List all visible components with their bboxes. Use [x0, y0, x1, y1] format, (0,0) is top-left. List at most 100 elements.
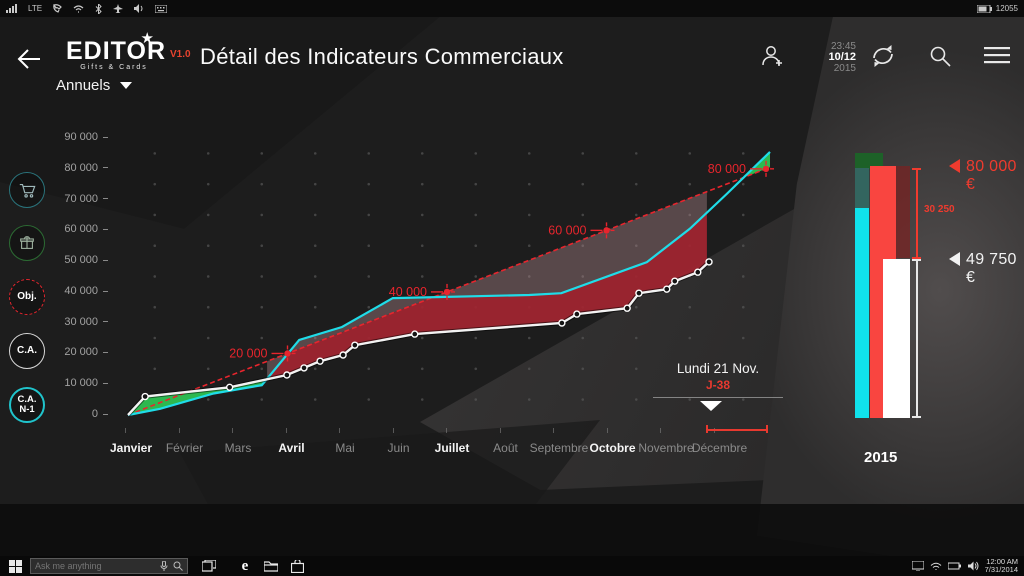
- task-view-button[interactable]: [196, 556, 222, 576]
- objective-marker-label: 60 000: [548, 223, 586, 237]
- objective-marker[interactable]: [443, 288, 451, 296]
- area-objective-gap: [267, 191, 707, 379]
- ca-point[interactable]: [573, 310, 581, 318]
- month-label-5[interactable]: Mai: [335, 441, 355, 455]
- grid-dot: [206, 275, 210, 278]
- sidebar-item-ca[interactable]: C.A.: [9, 333, 45, 369]
- grid-dot: [367, 275, 371, 278]
- ca-point[interactable]: [663, 285, 671, 293]
- objective-marker[interactable]: [284, 350, 291, 357]
- month-label-1[interactable]: Janvier: [109, 441, 153, 455]
- grid-dot: [634, 367, 638, 371]
- grid-dot: [313, 244, 317, 247]
- taskbar-search[interactable]: [30, 558, 188, 574]
- app-version: V1.0: [170, 49, 191, 60]
- grid-dot: [688, 182, 692, 186]
- date-tooltip[interactable]: Lundi 21 Nov. J-38: [653, 361, 783, 411]
- logo-star-icon: ★: [140, 30, 154, 47]
- status-bar: LTE 12055: [0, 0, 1024, 17]
- grid-dot: [527, 398, 531, 401]
- grid-dot: [313, 398, 317, 401]
- edge-button[interactable]: e: [232, 556, 258, 576]
- month-label-10[interactable]: Octobre: [589, 441, 636, 455]
- tray-wifi-icon[interactable]: [930, 562, 942, 571]
- store-button[interactable]: [284, 556, 310, 576]
- month-label-9[interactable]: Septembre: [529, 441, 589, 455]
- ca-point[interactable]: [225, 383, 234, 392]
- ca-point[interactable]: [141, 392, 149, 401]
- ca-point[interactable]: [705, 258, 713, 266]
- grid-dot: [474, 213, 478, 217]
- ca-point[interactable]: [283, 371, 291, 379]
- month-label-8[interactable]: Août: [493, 441, 518, 455]
- grid-dot: [527, 152, 531, 155]
- sidebar-item-cart[interactable]: [9, 172, 45, 208]
- sidebar-item-objectives[interactable]: Obj.: [9, 279, 45, 315]
- y-axis-label: 70 000: [44, 193, 108, 205]
- grid-dot: [527, 182, 531, 186]
- sync-button[interactable]: [868, 42, 898, 70]
- objective-marker[interactable]: [603, 227, 610, 234]
- back-button[interactable]: [14, 45, 44, 73]
- add-contact-button[interactable]: [760, 43, 786, 69]
- display-icon[interactable]: [911, 561, 924, 571]
- ca-point[interactable]: [316, 357, 324, 365]
- summary-bar-overlap: [855, 168, 869, 209]
- month-label-6[interactable]: Juin: [387, 441, 410, 455]
- month-label-7[interactable]: Juillet: [434, 441, 470, 455]
- taskbar-search-input[interactable]: [31, 561, 160, 571]
- period-filter[interactable]: Annuels: [56, 77, 133, 94]
- x-tick: [285, 428, 287, 433]
- month-label-12[interactable]: Décembre: [691, 441, 748, 455]
- y-tick-dash: [103, 136, 108, 138]
- logo-text: EDITOR: [66, 37, 166, 65]
- explorer-button[interactable]: [258, 556, 284, 576]
- tray-volume-icon[interactable]: [967, 561, 979, 571]
- ca-point[interactable]: [411, 330, 419, 338]
- x-tick: [499, 428, 501, 433]
- ca-point[interactable]: [558, 319, 566, 327]
- current-value-label: 49 750 €: [966, 251, 1017, 286]
- grid-dot: [527, 367, 531, 371]
- app-bar: Agent Nom Prénom Pilotage Retours Réasso…: [0, 504, 1024, 556]
- ca-point[interactable]: [351, 341, 359, 349]
- ca-point[interactable]: [623, 304, 631, 312]
- refresh-icon: [873, 45, 893, 67]
- app-logo[interactable]: EDITOR ★ Gifts & Cards: [66, 30, 166, 79]
- current-arrow-icon: [949, 252, 960, 266]
- grid-dot: [206, 336, 210, 340]
- ca-point[interactable]: [339, 351, 347, 359]
- month-label-11[interactable]: Novembre: [638, 441, 694, 455]
- ca-point[interactable]: [300, 364, 308, 372]
- ca-point[interactable]: [694, 268, 702, 276]
- month-label-2[interactable]: Février: [165, 441, 204, 455]
- ca-point[interactable]: [635, 289, 643, 297]
- remaining-period-bar[interactable]: [707, 429, 768, 431]
- tray-battery-icon[interactable]: [947, 562, 962, 570]
- month-label-4[interactable]: Avril: [278, 441, 305, 455]
- taskbar-clock[interactable]: 12:00 AM 7/31/2014: [985, 558, 1018, 574]
- grid-dot: [420, 152, 424, 155]
- grid-dot: [420, 213, 424, 217]
- grid-dot: [688, 152, 692, 155]
- ca-line: [127, 261, 710, 416]
- sidebar-item-gift[interactable]: [9, 225, 45, 261]
- summary-bar-green: [855, 153, 883, 169]
- month-label-3[interactable]: Mars: [224, 441, 252, 455]
- grid-dot: [313, 367, 317, 371]
- search-button[interactable]: [928, 44, 952, 68]
- menu-button[interactable]: [984, 47, 1010, 65]
- objective-marker[interactable]: [762, 165, 770, 173]
- sidebar-objectives-label: Obj.: [17, 291, 37, 302]
- grid-dot: [260, 152, 264, 155]
- ca-point[interactable]: [671, 277, 679, 285]
- start-button[interactable]: [0, 556, 30, 576]
- grid-dot: [367, 398, 371, 401]
- search-glyph-icon[interactable]: [173, 561, 183, 571]
- y-tick-dash: [103, 198, 108, 200]
- sidebar-item-ca-n1[interactable]: C.A. N-1: [9, 387, 45, 423]
- gap-measure-cap-bottom: [912, 257, 921, 259]
- taskbar-date: 7/31/2014: [984, 565, 1018, 574]
- microphone-icon[interactable]: [160, 561, 168, 571]
- grid-dot: [527, 275, 531, 278]
